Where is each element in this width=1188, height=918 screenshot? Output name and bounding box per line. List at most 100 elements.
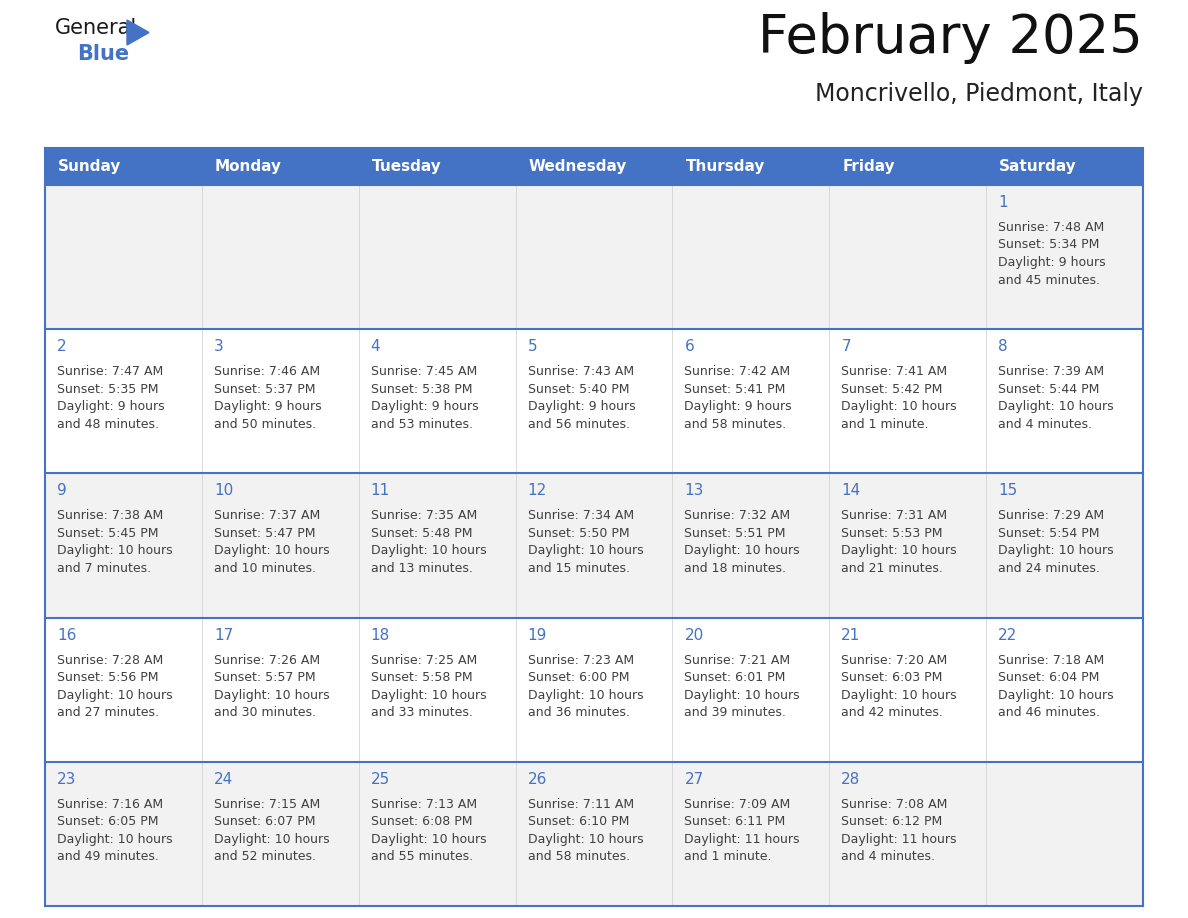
Text: Daylight: 9 hours: Daylight: 9 hours: [684, 400, 792, 413]
Text: and 15 minutes.: and 15 minutes.: [527, 562, 630, 575]
Text: 16: 16: [57, 628, 76, 643]
Text: Daylight: 10 hours: Daylight: 10 hours: [371, 833, 486, 845]
Text: Sunrise: 7:45 AM: Sunrise: 7:45 AM: [371, 365, 476, 378]
Text: Daylight: 9 hours: Daylight: 9 hours: [214, 400, 322, 413]
Text: Daylight: 10 hours: Daylight: 10 hours: [841, 544, 956, 557]
Text: Sunset: 5:48 PM: Sunset: 5:48 PM: [371, 527, 472, 540]
Text: Sunset: 5:45 PM: Sunset: 5:45 PM: [57, 527, 158, 540]
Text: Sunset: 5:47 PM: Sunset: 5:47 PM: [214, 527, 315, 540]
Text: 17: 17: [214, 628, 233, 643]
Text: Daylight: 10 hours: Daylight: 10 hours: [527, 833, 643, 845]
Text: 27: 27: [684, 772, 703, 787]
Text: Daylight: 10 hours: Daylight: 10 hours: [527, 688, 643, 701]
Text: Sunrise: 7:23 AM: Sunrise: 7:23 AM: [527, 654, 633, 666]
Text: 1: 1: [998, 195, 1007, 210]
Bar: [45, 185, 1143, 330]
Text: General: General: [55, 18, 138, 38]
Bar: [45, 330, 1143, 474]
Text: Sunset: 5:51 PM: Sunset: 5:51 PM: [684, 527, 786, 540]
Text: and 58 minutes.: and 58 minutes.: [527, 850, 630, 863]
Text: 21: 21: [841, 628, 860, 643]
Text: Sunrise: 7:21 AM: Sunrise: 7:21 AM: [684, 654, 790, 666]
Text: Daylight: 9 hours: Daylight: 9 hours: [527, 400, 636, 413]
Text: Moncrivello, Piedmont, Italy: Moncrivello, Piedmont, Italy: [815, 82, 1143, 106]
Text: Sunrise: 7:34 AM: Sunrise: 7:34 AM: [527, 509, 633, 522]
Text: and 39 minutes.: and 39 minutes.: [684, 706, 786, 719]
Text: Sunrise: 7:41 AM: Sunrise: 7:41 AM: [841, 365, 947, 378]
Text: 14: 14: [841, 484, 860, 498]
Text: 28: 28: [841, 772, 860, 787]
Text: Sunrise: 7:35 AM: Sunrise: 7:35 AM: [371, 509, 476, 522]
Text: Sunset: 5:42 PM: Sunset: 5:42 PM: [841, 383, 942, 396]
Text: and 1 minute.: and 1 minute.: [841, 418, 929, 431]
Text: 19: 19: [527, 628, 546, 643]
Text: Saturday: Saturday: [999, 159, 1076, 174]
Text: 3: 3: [214, 339, 223, 354]
Text: Daylight: 10 hours: Daylight: 10 hours: [371, 688, 486, 701]
Text: Sunrise: 7:31 AM: Sunrise: 7:31 AM: [841, 509, 947, 522]
Text: Daylight: 10 hours: Daylight: 10 hours: [371, 544, 486, 557]
Text: Sunrise: 7:18 AM: Sunrise: 7:18 AM: [998, 654, 1105, 666]
Text: Thursday: Thursday: [685, 159, 765, 174]
Text: and 48 minutes.: and 48 minutes.: [57, 418, 159, 431]
Text: Daylight: 10 hours: Daylight: 10 hours: [214, 688, 329, 701]
Text: Sunset: 6:05 PM: Sunset: 6:05 PM: [57, 815, 158, 828]
Text: 4: 4: [371, 339, 380, 354]
Text: 23: 23: [57, 772, 76, 787]
Text: Sunrise: 7:20 AM: Sunrise: 7:20 AM: [841, 654, 948, 666]
Text: Sunrise: 7:09 AM: Sunrise: 7:09 AM: [684, 798, 791, 811]
Bar: [986, 148, 1143, 185]
Text: Sunrise: 7:26 AM: Sunrise: 7:26 AM: [214, 654, 320, 666]
Text: and 45 minutes.: and 45 minutes.: [998, 274, 1100, 286]
Text: and 53 minutes.: and 53 minutes.: [371, 418, 473, 431]
Text: Sunset: 5:56 PM: Sunset: 5:56 PM: [57, 671, 158, 684]
Text: Sunset: 6:08 PM: Sunset: 6:08 PM: [371, 815, 472, 828]
Text: Daylight: 9 hours: Daylight: 9 hours: [998, 256, 1106, 269]
Text: Sunrise: 7:32 AM: Sunrise: 7:32 AM: [684, 509, 790, 522]
Text: 18: 18: [371, 628, 390, 643]
Text: 25: 25: [371, 772, 390, 787]
Text: Daylight: 10 hours: Daylight: 10 hours: [214, 544, 329, 557]
Text: 15: 15: [998, 484, 1017, 498]
Text: 6: 6: [684, 339, 694, 354]
Text: Daylight: 10 hours: Daylight: 10 hours: [57, 833, 172, 845]
Text: Sunday: Sunday: [58, 159, 121, 174]
Text: Sunset: 6:12 PM: Sunset: 6:12 PM: [841, 815, 942, 828]
Text: 22: 22: [998, 628, 1017, 643]
Text: Sunrise: 7:28 AM: Sunrise: 7:28 AM: [57, 654, 163, 666]
Text: and 42 minutes.: and 42 minutes.: [841, 706, 943, 719]
Bar: [359, 148, 516, 185]
Text: Sunset: 6:03 PM: Sunset: 6:03 PM: [841, 671, 942, 684]
Bar: [202, 148, 359, 185]
Text: 13: 13: [684, 484, 703, 498]
Text: Friday: Friday: [842, 159, 895, 174]
Text: Sunrise: 7:25 AM: Sunrise: 7:25 AM: [371, 654, 476, 666]
Text: and 55 minutes.: and 55 minutes.: [371, 850, 473, 863]
Text: Sunrise: 7:08 AM: Sunrise: 7:08 AM: [841, 798, 948, 811]
Text: 8: 8: [998, 339, 1007, 354]
Bar: [45, 474, 1143, 618]
Text: 9: 9: [57, 484, 67, 498]
Text: Blue: Blue: [77, 44, 129, 64]
Bar: [45, 148, 202, 185]
Text: Sunrise: 7:15 AM: Sunrise: 7:15 AM: [214, 798, 320, 811]
Text: Sunset: 5:44 PM: Sunset: 5:44 PM: [998, 383, 1100, 396]
Text: 12: 12: [527, 484, 546, 498]
Text: Wednesday: Wednesday: [529, 159, 627, 174]
Text: 7: 7: [841, 339, 851, 354]
Text: and 33 minutes.: and 33 minutes.: [371, 706, 473, 719]
Text: and 46 minutes.: and 46 minutes.: [998, 706, 1100, 719]
Text: Daylight: 9 hours: Daylight: 9 hours: [371, 400, 479, 413]
Text: 11: 11: [371, 484, 390, 498]
Text: and 4 minutes.: and 4 minutes.: [841, 850, 935, 863]
Text: Sunrise: 7:43 AM: Sunrise: 7:43 AM: [527, 365, 633, 378]
Text: Sunset: 6:00 PM: Sunset: 6:00 PM: [527, 671, 630, 684]
Text: February 2025: February 2025: [758, 12, 1143, 64]
Bar: [829, 148, 986, 185]
Text: Sunset: 5:38 PM: Sunset: 5:38 PM: [371, 383, 472, 396]
Text: and 1 minute.: and 1 minute.: [684, 850, 772, 863]
Bar: [516, 148, 672, 185]
Text: Daylight: 10 hours: Daylight: 10 hours: [998, 400, 1114, 413]
Text: Sunrise: 7:47 AM: Sunrise: 7:47 AM: [57, 365, 163, 378]
Text: Sunrise: 7:39 AM: Sunrise: 7:39 AM: [998, 365, 1105, 378]
